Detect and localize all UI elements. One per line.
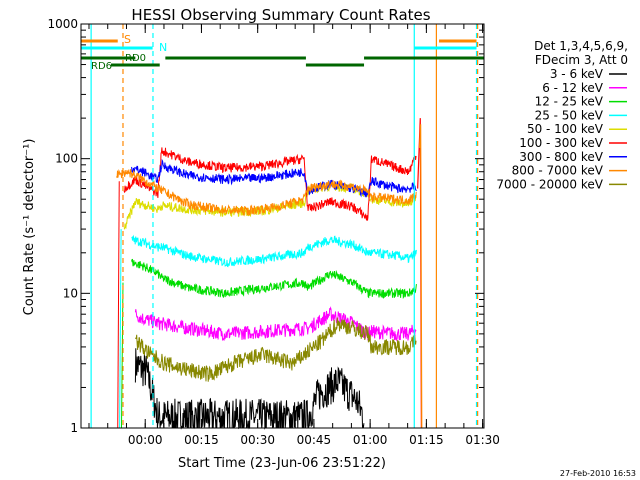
y-tick-label: 1	[70, 421, 78, 435]
flag-label-s: S	[124, 33, 131, 46]
x-tick-label: 01:00	[353, 433, 388, 447]
series-line	[134, 317, 417, 382]
series-line	[123, 147, 417, 221]
timestamp: 27-Feb-2010 16:53	[560, 469, 636, 478]
chart-title: HESSI Observing Summary Count Rates	[131, 6, 430, 24]
legend-label: 12 - 25 keV	[535, 95, 604, 109]
series-line	[418, 124, 423, 429]
series-line	[117, 181, 120, 429]
y-axis-label: Count Rate (s⁻¹ detector⁻¹)	[22, 139, 37, 316]
legend-label: 7000 - 20000 keV	[496, 177, 603, 191]
legend-label: 300 - 800 keV	[519, 150, 603, 164]
y-tick-label: 100	[55, 152, 78, 166]
series-line	[119, 229, 122, 429]
flag-label-rd6: RD6	[91, 61, 112, 72]
legend-label: 100 - 300 keV	[519, 136, 603, 150]
flag-label-n: N	[159, 41, 167, 54]
y-tick-label: 10	[63, 286, 78, 300]
series-line	[134, 348, 365, 430]
curves-layer	[116, 118, 423, 430]
legend: Det 1,3,4,5,6,9, FDecim 3, Att 0 3 - 6 k…	[496, 39, 628, 191]
x-tick-label: 01:15	[409, 433, 444, 447]
y-tick-label: 1000	[47, 17, 78, 31]
legend-label: 3 - 6 keV	[550, 67, 604, 81]
legend-label: 800 - 7000 keV	[512, 164, 604, 178]
axes-layer: 1 10 100 1000 00:00 00:15 00:30 00:45 01:00 01:15…	[47, 17, 499, 447]
series-line	[131, 158, 417, 198]
series-line	[123, 181, 417, 230]
series-line	[116, 169, 417, 217]
series-line	[131, 234, 417, 268]
flag-bars: S N RD0 RD6	[81, 33, 484, 72]
series-line	[134, 306, 417, 342]
flag-label-rd0: RD0	[125, 53, 146, 64]
x-tick-label: 00:30	[240, 433, 275, 447]
legend-header-line-1: Det 1,3,4,5,6,9,	[534, 39, 628, 53]
vertical-markers	[90, 24, 479, 428]
plot-frame	[80, 23, 485, 429]
x-tick-label: 00:45	[297, 433, 332, 447]
x-tick-label: 00:00	[128, 433, 163, 447]
legend-label: 6 - 12 keV	[542, 81, 604, 95]
x-tick-label: 01:30	[465, 433, 500, 447]
legend-header-line-2: FDecim 3, Att 0	[535, 53, 628, 67]
series-line	[131, 258, 417, 300]
legend-label: 50 - 100 keV	[527, 122, 604, 136]
legend-label: 25 - 50 keV	[535, 108, 604, 122]
x-axis-label: Start Time (23-Jun-06 23:51:22)	[178, 456, 386, 471]
x-tick-label: 00:15	[184, 433, 219, 447]
